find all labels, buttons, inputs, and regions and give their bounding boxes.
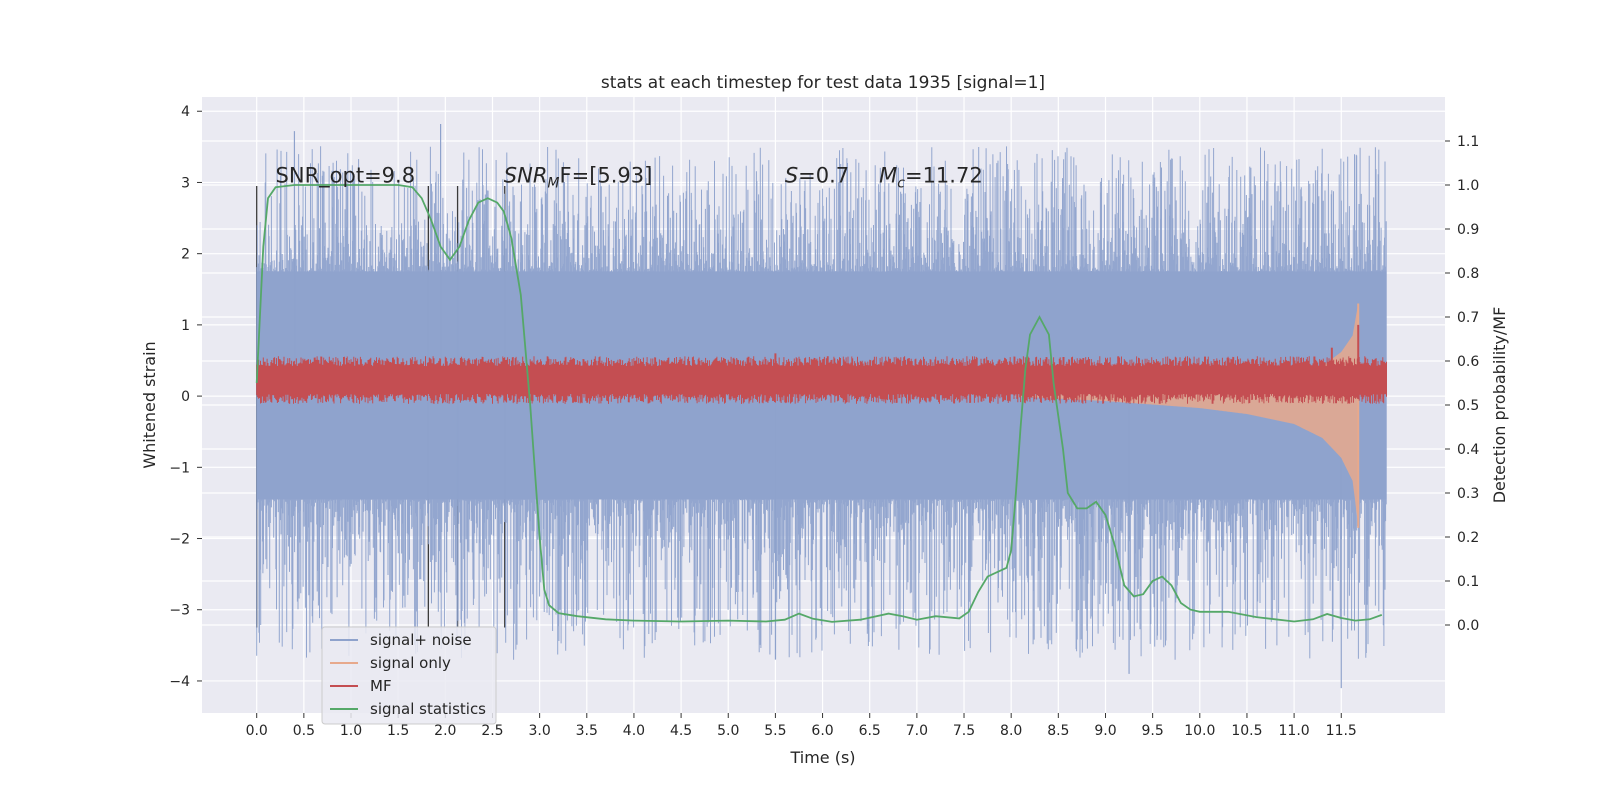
axis-ticks: 0.0 0.5 1.0 1.5 2.0 2.5 3.0 3.5 4.0 4.5 5.0 5.5 6.0 6… [169,104,1479,739]
annotation-s-base: S [785,163,798,187]
x-tick-label: 8.0 [1000,723,1022,739]
y-tick-label-right: 0.3 [1457,486,1479,502]
annotation-snr-mf-base: SNR [504,163,548,187]
y-tick-label-right: 0.1 [1457,574,1479,590]
legend-label-signal-only: signal only [370,654,451,672]
y-tick-label-right: 1.0 [1457,178,1479,194]
x-tick-label: 5.5 [764,723,786,739]
y-tick-label-right: 1.1 [1457,134,1479,150]
y-axis-label-left: Whitened strain [140,341,159,468]
x-tick-label: 2.5 [481,723,503,739]
legend-label-mf: MF [370,677,392,695]
annotation-mc-sub: c [897,175,905,191]
x-tick-label: 7.5 [953,723,975,739]
annotation-snr-mf-sub: M [547,175,559,191]
y-tick-label-left: −2 [169,532,190,548]
y-tick-label-right: 0.4 [1457,442,1479,458]
annotation-snr-mf: SNRMF=[5.93] [504,163,653,191]
x-tick-label: 7.0 [906,723,928,739]
chirp-envelope [1011,303,1359,526]
y-tick-label-right: 0.8 [1457,266,1479,282]
y-axis-label-right: Detection probability/MF [1490,307,1509,504]
x-tick-label: 11.0 [1279,723,1310,739]
x-tick-label: 4.0 [623,723,645,739]
legend-label-signal-statistics: signal statistics [370,700,486,718]
y-tick-label-right: 0.5 [1457,398,1479,414]
x-axis-label: Time (s) [789,748,855,767]
x-tick-label: 5.0 [717,723,739,739]
y-tick-label-right: 0.7 [1457,310,1479,326]
y-tick-label-left: 0 [181,389,190,405]
annotation-snr-mf-tail: F=[5.93] [560,163,653,187]
annotation-s: S=0.7 [785,163,849,187]
x-tick-label: 2.0 [434,723,456,739]
y-tick-label-left: 4 [181,104,190,120]
x-tick-label: 9.5 [1142,723,1164,739]
y-tick-label-left: 2 [181,247,190,263]
x-tick-label: 1.5 [387,723,409,739]
y-tick-label-left: 3 [181,175,190,191]
legend-box [321,626,497,725]
x-tick-label: 8.5 [1047,723,1069,739]
x-tick-label: 3.0 [528,723,550,739]
series-mf [256,324,1387,404]
x-tick-label: 10.5 [1231,723,1262,739]
y-tick-label-left: −3 [169,603,190,619]
x-tick-label: 6.0 [811,723,833,739]
x-tick-label: 0.5 [293,723,315,739]
y-tick-label-left: −4 [169,674,190,690]
annotation-mc: Mc=11.72 [879,163,983,191]
y-tick-label-right: 0.6 [1457,354,1479,370]
legend-label-signal-noise: signal+ noise [370,631,472,649]
x-tick-label: 11.5 [1326,723,1357,739]
y-tick-label-right: 0.2 [1457,530,1479,546]
x-tick-label: 1.0 [340,723,362,739]
x-tick-label: 4.5 [670,723,692,739]
legend: signal+ noise signal only MF signal stat… [321,626,497,725]
y-tick-label-right: 0.9 [1457,222,1479,238]
x-tick-label: 3.5 [576,723,598,739]
annotation-snr-opt: SNR_opt=9.8 [276,163,416,188]
y-tick-label-right: 0.0 [1457,618,1479,634]
x-tick-label: 6.5 [859,723,881,739]
x-tick-label: 10.0 [1184,723,1215,739]
annotation-s-tail: =0.7 [798,163,849,187]
x-tick-label: 0.0 [246,723,268,739]
y-tick-label-left: 1 [181,318,190,334]
annotation-mc-tail: =11.72 [905,163,983,187]
y-tick-label-left: −1 [169,460,190,476]
chart-title: stats at each timestep for test data 193… [601,73,1045,93]
annotation-mc-base: M [879,163,897,187]
series-signal-statistics [255,184,1383,623]
x-tick-label: 9.0 [1094,723,1116,739]
